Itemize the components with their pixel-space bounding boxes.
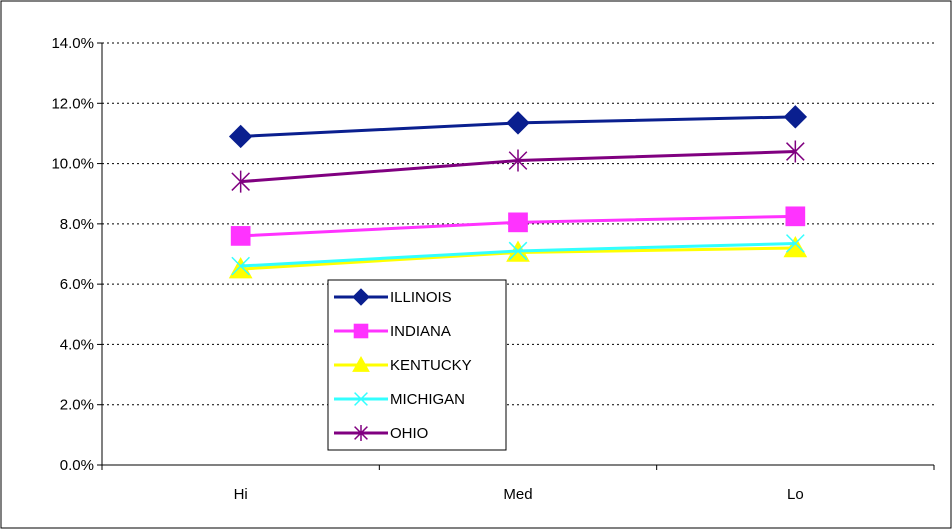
y-tick-label: 8.0%	[60, 216, 94, 233]
legend-marker-ohio	[354, 425, 368, 441]
data-point-kentucky	[783, 235, 808, 258]
series-layer	[228, 105, 808, 279]
data-point-indiana	[785, 206, 806, 227]
data-point-kentucky	[228, 257, 253, 279]
data-point-ohio	[231, 170, 250, 193]
legend: ILLINOIS INDIANA KENTUCKY MICHIGAN OHIO	[327, 279, 507, 451]
x-tick-label: Lo	[787, 486, 804, 503]
data-point-illinois	[506, 111, 530, 135]
y-tick-label: 12.0%	[51, 95, 94, 112]
data-point-ohio	[786, 140, 805, 163]
legend-label: MICHIGAN	[390, 391, 465, 408]
data-point-illinois	[783, 105, 808, 129]
legend-label: KENTUCKY	[390, 357, 472, 374]
y-tick-label: 14.0%	[51, 35, 94, 52]
legend-marker-michigan	[354, 392, 368, 406]
legend-label: ILLINOIS	[390, 289, 452, 306]
x-tick-label: Med	[503, 486, 532, 503]
y-tick-label: 6.0%	[60, 276, 94, 293]
data-point-indiana	[508, 212, 528, 233]
data-point-illinois	[228, 124, 253, 149]
legend-label: OHIO	[390, 425, 428, 442]
y-tick-label: 2.0%	[60, 397, 94, 414]
data-point-michigan	[231, 256, 250, 276]
legend-label: INDIANA	[390, 323, 451, 340]
y-tick-label: 10.0%	[51, 156, 94, 173]
data-point-michigan	[508, 241, 528, 261]
y-tick-label: 4.0%	[60, 336, 94, 353]
legend-marker-kentucky	[352, 355, 370, 372]
data-point-ohio	[508, 149, 528, 172]
x-tick-label: Hi	[234, 486, 248, 503]
legend-marker-indiana	[353, 323, 369, 339]
legend-marker-illinois	[352, 288, 370, 306]
data-point-michigan	[786, 234, 805, 253]
y-tick-label: 0.0%	[60, 457, 94, 474]
axes: 0.0% 2.0% 4.0% 6.0% 8.0% 10.0% 12.0% 14.0% Hi Med…	[51, 35, 935, 503]
data-point-indiana	[230, 226, 251, 246]
